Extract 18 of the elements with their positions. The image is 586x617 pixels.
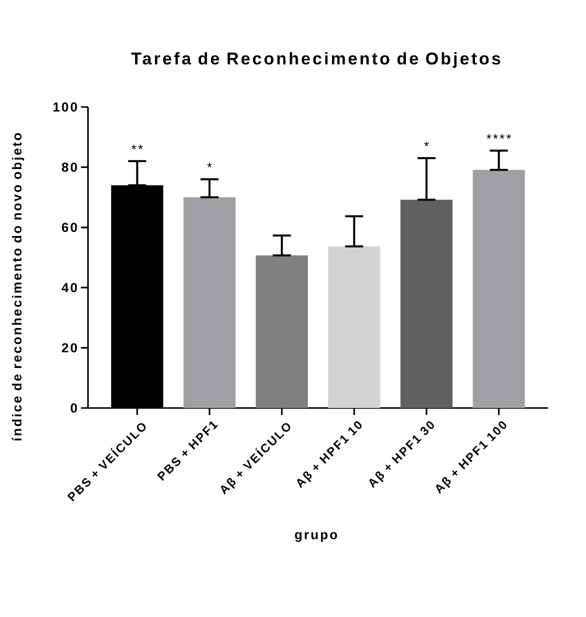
annotation: * xyxy=(424,142,429,146)
y-tick-label: 100 xyxy=(53,102,77,112)
y-tick-label: 20 xyxy=(62,343,77,352)
y-tick-label: 60 xyxy=(62,222,77,232)
bar xyxy=(183,197,236,408)
y-axis-title: índice de reconhecimento do novo objeto xyxy=(12,133,24,441)
bar xyxy=(328,246,380,408)
x-axis-title: grupo xyxy=(295,532,338,542)
bar xyxy=(400,200,453,408)
annotation: ** xyxy=(132,144,143,150)
y-tick-label: 40 xyxy=(62,282,77,292)
annotation: **** xyxy=(486,134,512,139)
bar xyxy=(256,255,308,408)
y-tick-label: 80 xyxy=(62,162,77,172)
chart-title: Tarefa de Reconhecimento de Objetos xyxy=(131,52,500,68)
annotation: * xyxy=(207,162,212,168)
y-tick-label: 0 xyxy=(70,403,77,413)
bar xyxy=(472,170,525,408)
